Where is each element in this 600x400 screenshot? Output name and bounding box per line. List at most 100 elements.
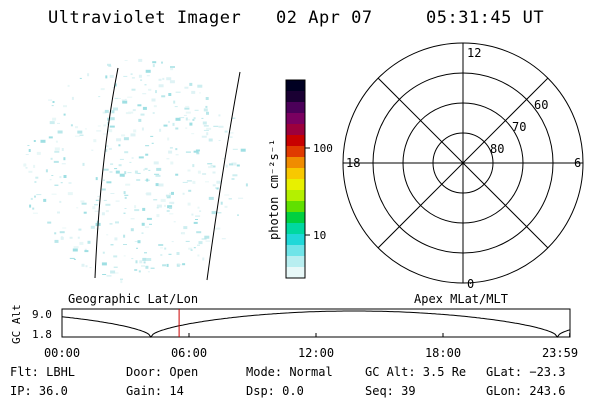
uv-pixel: [69, 257, 75, 259]
timeline-x-tick-label: 06:00: [171, 346, 207, 360]
uv-pixel: [114, 97, 119, 99]
uv-pixel: [25, 154, 29, 155]
uv-pixel: [51, 105, 54, 107]
uv-pixel: [95, 177, 98, 181]
uv-pixel: [138, 74, 142, 78]
info-seq: Seq: 39: [365, 384, 416, 398]
uv-pixel: [102, 111, 107, 114]
uv-pixel: [164, 247, 167, 250]
uv-pixel: [77, 236, 80, 239]
uv-pixel: [127, 96, 133, 98]
uv-pixel: [48, 99, 53, 101]
uv-pixel: [132, 109, 136, 112]
uv-pixel: [125, 112, 131, 115]
uv-pixel: [201, 238, 207, 240]
uv-pixel: [78, 228, 82, 231]
uv-pixel: [121, 134, 126, 137]
uv-pixel: [169, 80, 175, 84]
uv-pixel: [53, 160, 59, 163]
info-filter: Flt: LBHL: [10, 365, 75, 379]
uv-pixel: [85, 265, 88, 268]
uv-pixel: [155, 90, 157, 94]
uv-pixel: [103, 168, 109, 171]
uv-pixel: [195, 149, 200, 152]
uv-pixel: [138, 58, 143, 62]
uv-pixel: [51, 175, 54, 176]
uv-pixel: [80, 200, 85, 203]
uv-pixel: [100, 88, 105, 91]
colorbar-segment: [286, 168, 305, 180]
timeline-x-ticks: 00:00 06:00 12:00 18:00 23:59: [44, 333, 578, 360]
uv-pixel: [166, 195, 171, 199]
uv-pixel: [151, 98, 156, 102]
colorbar-segment: [286, 179, 305, 191]
info-mode: Mode: Normal: [246, 365, 333, 379]
uv-pixel: [130, 73, 133, 75]
uv-pixel: [170, 66, 175, 68]
colorbar-segment: [286, 146, 305, 158]
uv-pixel: [145, 69, 151, 73]
timeline-axis-title: GC Alt: [10, 304, 23, 344]
uv-pixel: [79, 241, 84, 245]
uv-pixel: [182, 233, 186, 235]
uv-pixel: [175, 173, 179, 176]
uv-pixel: [228, 132, 234, 134]
uv-pixel: [149, 223, 152, 225]
uv-pixel: [153, 105, 157, 108]
uv-pixel: [94, 204, 99, 206]
uv-pixel: [105, 203, 111, 206]
timeline-x-tick-label: 23:59: [542, 346, 578, 360]
uv-pixel: [114, 237, 118, 241]
uv-pixel: [145, 226, 149, 228]
uv-pixel: [36, 194, 42, 196]
uv-pixel: [197, 84, 203, 88]
uv-pixel: [134, 241, 139, 242]
uv-pixel: [123, 75, 128, 77]
uv-pixel: [124, 171, 127, 175]
uv-pixel: [59, 176, 62, 179]
uv-pixel: [141, 232, 144, 234]
uv-pixel: [144, 84, 147, 86]
uv-pixel: [150, 135, 154, 137]
uv-pixel: [182, 263, 186, 266]
colorbar-segment: [286, 267, 305, 279]
uv-pixel: [195, 219, 198, 220]
uv-pixel: [106, 275, 112, 277]
uv-pixel: [98, 96, 101, 98]
uv-pixel: [101, 212, 105, 216]
uv-pixel: [142, 257, 147, 261]
uv-pixel: [32, 207, 35, 210]
info-glat: GLat: −23.3: [486, 365, 565, 379]
uv-pixel: [124, 151, 129, 154]
uv-pixel: [119, 158, 124, 160]
uv-pixel: [186, 180, 192, 182]
geo-grid-line-right: [206, 71, 241, 281]
uv-pixel: [28, 149, 31, 152]
uv-pixel: [164, 204, 166, 207]
uv-pixel: [97, 195, 101, 197]
uv-pixel: [136, 172, 141, 174]
timeline-right-label: Apex MLat/MLT: [414, 292, 508, 306]
uv-pixel: [177, 264, 182, 266]
uv-pixel: [137, 240, 141, 244]
colorbar-label: photon cm⁻²s⁻¹: [267, 139, 281, 240]
uv-pixel: [62, 227, 67, 229]
lat-label-70: 70: [512, 120, 526, 134]
uv-pixel: [54, 239, 59, 243]
observation-time: 05:31:45 UT: [426, 8, 545, 28]
uv-pixel: [152, 112, 155, 114]
uv-pixel: [60, 182, 63, 184]
colorbar-tick-label-100: 100: [313, 142, 333, 155]
uv-pixel: [143, 168, 145, 171]
uv-pixel: [146, 178, 149, 182]
uv-pixel: [102, 251, 105, 254]
uv-pixel: [70, 124, 73, 127]
uv-pixel: [167, 137, 170, 141]
uv-pixel: [121, 99, 125, 101]
uv-pixel: [32, 212, 38, 214]
uv-pixel: [119, 173, 125, 177]
geo-grid-line-left: [94, 67, 119, 279]
uv-pixel: [141, 265, 145, 267]
uv-pixel: [168, 120, 170, 123]
uv-pixel: [188, 119, 191, 121]
